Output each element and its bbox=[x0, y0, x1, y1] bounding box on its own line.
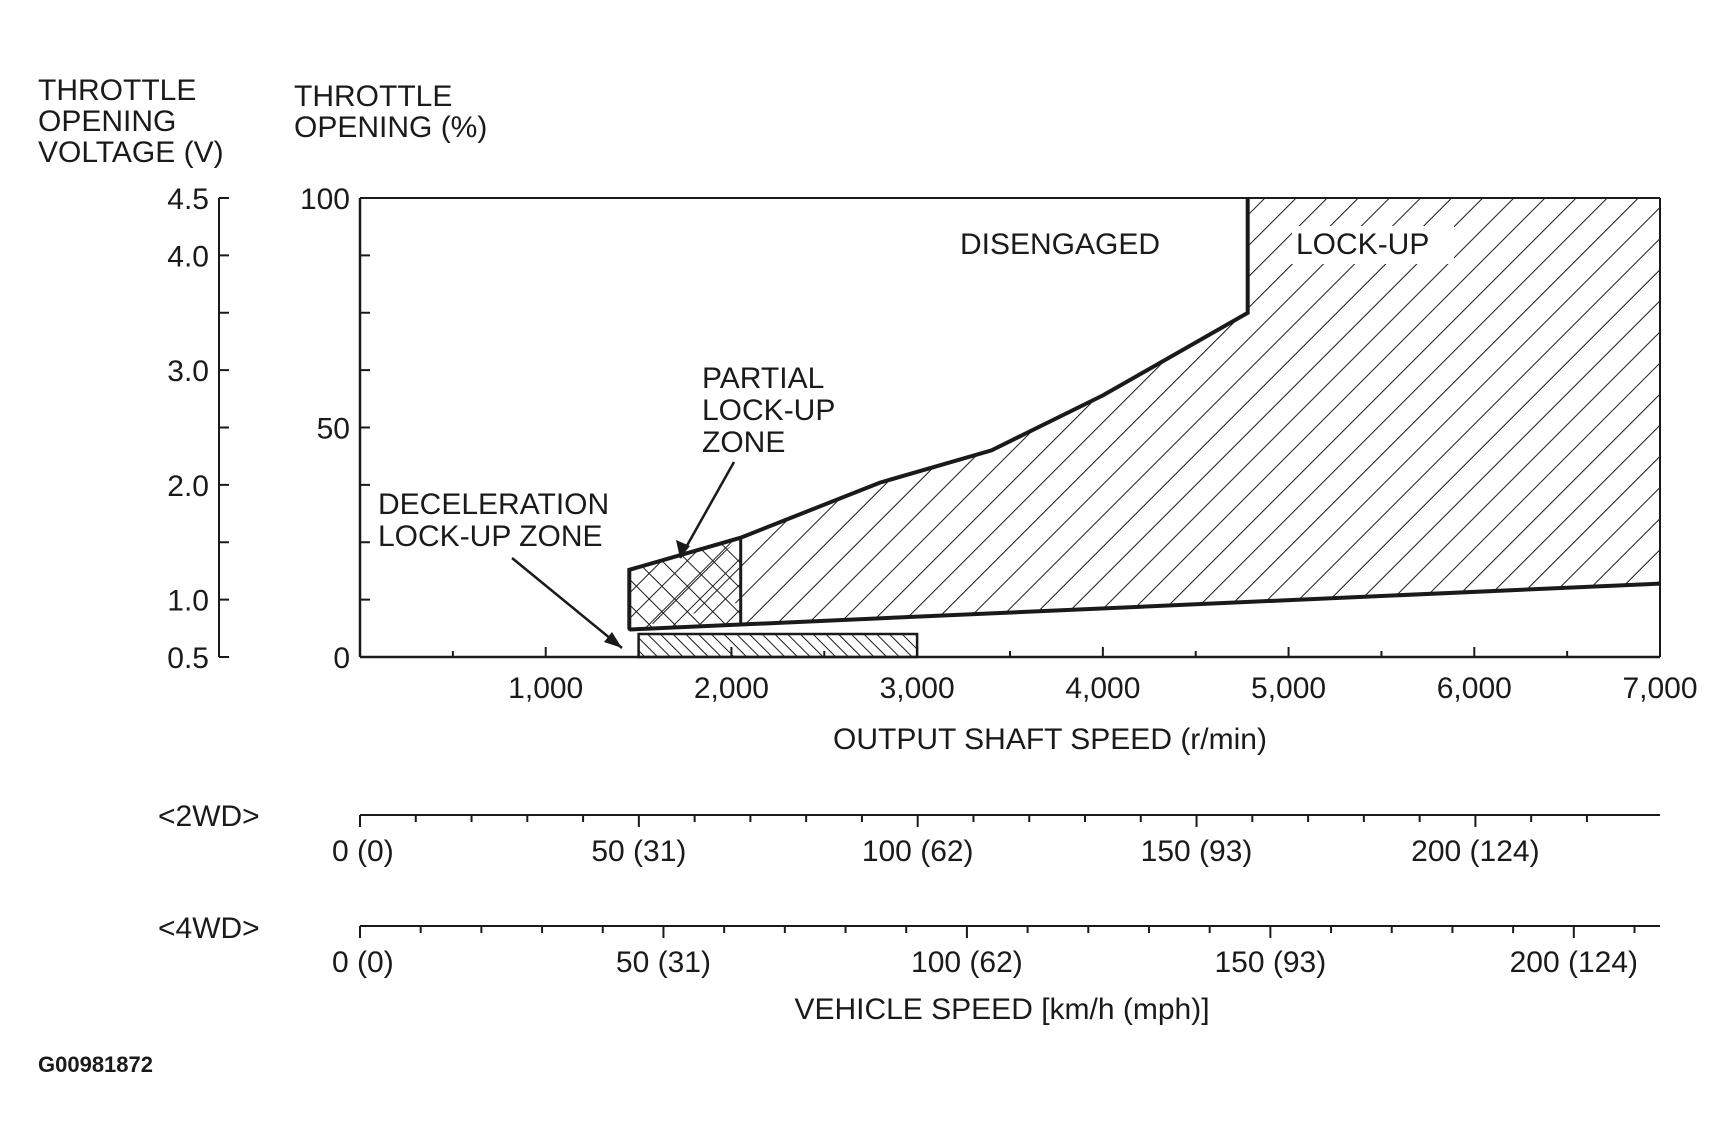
x-tick-label: 4,000 bbox=[1065, 672, 1140, 705]
partial-zone-label-line-3: ZONE bbox=[702, 426, 785, 459]
speed-tick-label: 50 (31) bbox=[591, 835, 686, 868]
partial-zone-label-line-1: PARTIAL bbox=[702, 362, 824, 395]
x-tick-label: 7,000 bbox=[1622, 672, 1697, 705]
decel-zone-label-line-1: DECELERATION bbox=[378, 488, 609, 521]
partial-zone-label-line-2: LOCK-UP bbox=[702, 394, 835, 427]
speed-tick-label: 200 (124) bbox=[1411, 835, 1539, 868]
decel-zone-leader bbox=[511, 557, 623, 649]
throttle-axis-title-line-2: OPENING (%) bbox=[294, 111, 487, 144]
speed-tick-label: 100 (62) bbox=[911, 946, 1023, 979]
voltage-tick-label: 3.0 bbox=[167, 355, 209, 388]
x-tick-label: 2,000 bbox=[694, 672, 769, 705]
voltage-axis-ticks: 0.5 1.0 2.0 3.0 4.0 4.5 bbox=[167, 183, 229, 675]
voltage-tick-label: 1.0 bbox=[167, 585, 209, 618]
x-tick-label: 6,000 bbox=[1437, 672, 1512, 705]
partial-zone-leader-arrow bbox=[676, 540, 690, 558]
partial-zone-leader bbox=[678, 461, 736, 559]
speed-tick-label: 100 (62) bbox=[862, 835, 974, 868]
region-deceleration-lock-up-zone bbox=[637, 632, 919, 659]
disengaged-label: DISENGAGED bbox=[960, 228, 1160, 261]
decel-zone-leader-arrow bbox=[604, 632, 622, 648]
y-axis-ticks: 0 50 100 bbox=[300, 183, 370, 675]
voltage-tick-label: 4.0 bbox=[167, 240, 209, 273]
lockup-lower-boundary bbox=[629, 581, 1661, 632]
scale-4wd-name: <4WD> bbox=[158, 912, 260, 945]
y-tick-label: 0 bbox=[333, 642, 350, 675]
voltage-axis-title-line-1: THROTTLE bbox=[38, 74, 196, 107]
speed-tick-label: 150 (93) bbox=[1141, 835, 1253, 868]
lockup-upper-boundary bbox=[627, 198, 1250, 630]
voltage-tick-label: 0.5 bbox=[167, 642, 209, 675]
scale-2wd: 0 (0) 50 (31) 100 (62) 150 (93) 200 (124) bbox=[332, 814, 1660, 868]
speed-tick-label: 150 (93) bbox=[1214, 946, 1326, 979]
voltage-tick-label: 4.5 bbox=[167, 183, 209, 216]
x-tick-label: 1,000 bbox=[508, 672, 583, 705]
x-axis-title: OUTPUT SHAFT SPEED (r/min) bbox=[833, 723, 1267, 756]
voltage-tick-label: 2.0 bbox=[167, 470, 209, 503]
speed-tick-label: 200 (124) bbox=[1510, 946, 1638, 979]
x-tick-label: 3,000 bbox=[880, 672, 955, 705]
scale-4wd: 0 (0) 50 (31) 100 (62) 150 (93) 200 (124) bbox=[332, 925, 1660, 979]
throttle-axis-title-line-1: THROTTLE bbox=[294, 80, 452, 113]
zone-regions bbox=[627, 198, 1661, 659]
y-tick-label: 50 bbox=[317, 413, 350, 446]
y-tick-label: 100 bbox=[300, 183, 350, 216]
speed-tick-label: 0 (0) bbox=[332, 946, 394, 979]
speed-tick-label: 0 (0) bbox=[332, 835, 394, 868]
voltage-axis-title-line-2: OPENING bbox=[38, 105, 176, 138]
speed-tick-label: 50 (31) bbox=[616, 946, 711, 979]
voltage-axis-title-line-3: VOLTAGE (V) bbox=[38, 136, 224, 169]
region-lock-up bbox=[629, 198, 1660, 630]
decel-zone-label-line-2: LOCK-UP ZONE bbox=[378, 520, 603, 553]
lockup-label-backdrop bbox=[1292, 226, 1454, 264]
scale-2wd-name: <2WD> bbox=[158, 800, 260, 833]
figure-code: G00981872 bbox=[38, 1052, 153, 1077]
vehicle-speed-title: VEHICLE SPEED [km/h (mph)] bbox=[794, 993, 1209, 1026]
leader-lines bbox=[511, 461, 736, 649]
x-axis-ticks: 1,000 2,000 3,000 4,000 5,000 6,000 7,000 bbox=[451, 647, 1698, 705]
x-tick-label: 5,000 bbox=[1251, 672, 1326, 705]
lockup-label: LOCK-UP bbox=[1296, 228, 1429, 261]
